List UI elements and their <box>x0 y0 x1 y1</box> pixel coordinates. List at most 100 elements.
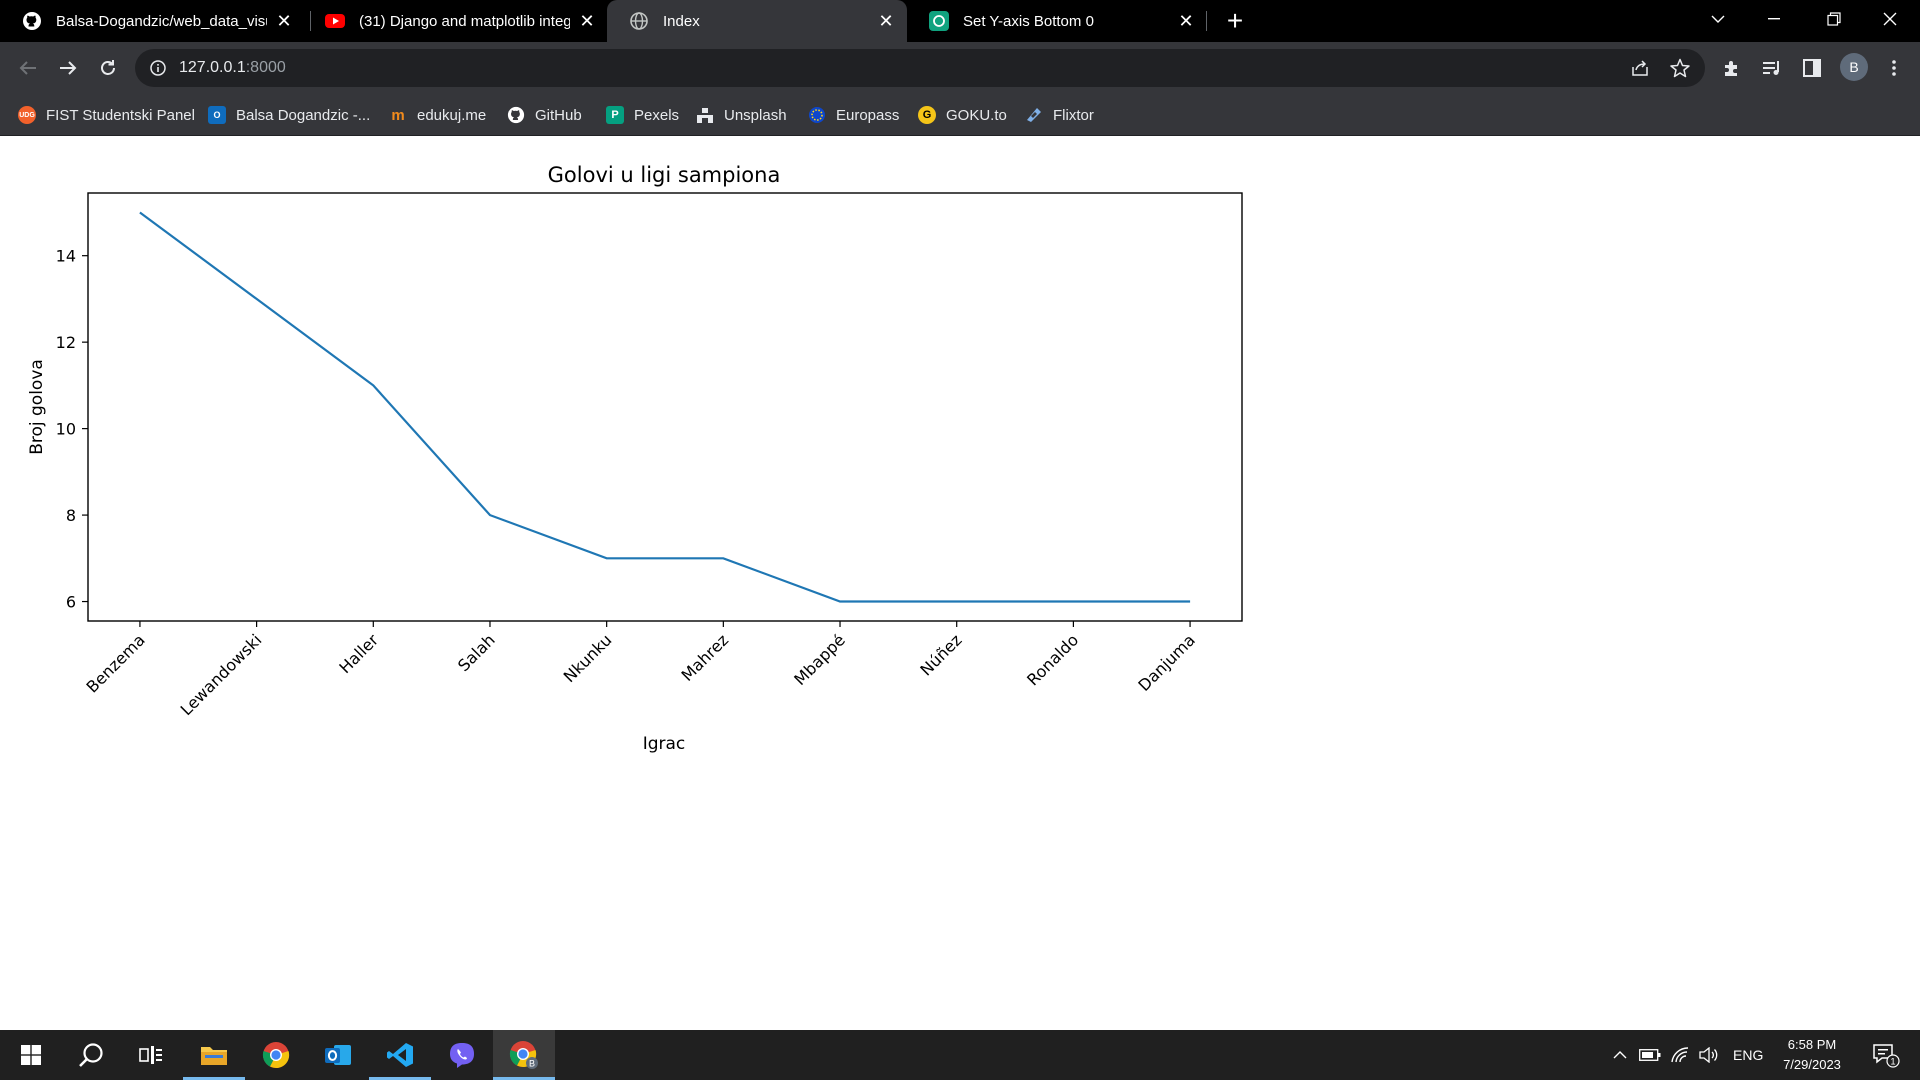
tab-index[interactable]: Index ✕ <box>607 0 907 42</box>
close-window-icon[interactable] <box>1862 0 1918 38</box>
goku-icon: G <box>918 106 936 124</box>
info-icon[interactable] <box>149 59 167 77</box>
url-host: 127.0.0.1 <box>179 59 246 76</box>
new-tab-button[interactable]: + <box>1226 5 1244 36</box>
chrome-icon[interactable] <box>245 1030 307 1080</box>
line-chart: Golovi u ligi sampiona 6 8 10 12 14 Benzema L… <box>27 163 1243 754</box>
bookmark-outlook[interactable]: O Balsa Dogandzic -... <box>208 95 370 135</box>
media-controls-icon[interactable] <box>1756 52 1788 84</box>
bookmark-label: GOKU.to <box>946 106 1007 124</box>
edukuj-icon: m <box>391 106 405 124</box>
tab-title: (31) Django and matplotlib integ <box>359 12 570 30</box>
x-tick-label: Mahrez <box>678 630 733 685</box>
bookmark-pexels[interactable]: P Pexels <box>606 95 679 135</box>
extensions-icon[interactable] <box>1716 52 1748 84</box>
bookmark-flixtor[interactable]: Flixtor <box>1025 95 1094 135</box>
close-icon[interactable]: ✕ <box>1178 10 1194 31</box>
bookmark-edukuj[interactable]: m edukuj.me <box>389 95 486 135</box>
wifi-icon[interactable] <box>1667 1030 1693 1080</box>
clock-time: 6:58 PM <box>1787 1037 1837 1052</box>
url-text: 127.0.0.1:8000 <box>179 59 286 77</box>
notifications-icon[interactable]: 1 <box>1866 1030 1906 1080</box>
x-tick-label: Salah <box>454 630 499 675</box>
flixtor-icon <box>1025 106 1043 124</box>
back-button[interactable] <box>12 52 44 84</box>
pexels-icon: P <box>606 106 624 124</box>
side-panel-icon[interactable] <box>1796 52 1828 84</box>
clock-date: 7/29/2023 <box>1783 1057 1841 1072</box>
github-icon <box>22 11 42 31</box>
bookmarks-bar: UDG FIST Studentski Panel O Balsa Dogand… <box>0 95 1920 136</box>
chrome-profile-icon[interactable]: B <box>493 1030 555 1080</box>
forward-button[interactable] <box>52 52 84 84</box>
y-tick-label: 10 <box>56 420 76 439</box>
share-icon[interactable] <box>1630 58 1650 78</box>
europass-icon <box>808 106 826 124</box>
plot-frame <box>87 192 1243 622</box>
github-icon <box>507 106 525 124</box>
udg-icon: UDG <box>18 106 36 124</box>
chatgpt-icon <box>929 11 949 31</box>
vscode-icon[interactable] <box>369 1030 431 1080</box>
file-explorer-icon[interactable] <box>183 1030 245 1080</box>
tab-youtube[interactable]: (31) Django and matplotlib integ ✕ <box>303 0 608 42</box>
y-axis-label: Broj golova <box>27 359 47 455</box>
tab-separator <box>310 11 311 31</box>
tab-title: Balsa-Dogandzic/web_data_visua <box>56 12 267 30</box>
y-axis-ticks: 6 8 10 12 14 <box>56 247 88 612</box>
y-tick-label: 12 <box>56 333 76 352</box>
address-bar[interactable]: 127.0.0.1:8000 <box>135 49 1705 87</box>
bookmark-fist[interactable]: UDG FIST Studentski Panel <box>18 95 195 135</box>
tab-title: Set Y-axis Bottom 0 <box>963 12 1094 30</box>
x-axis-ticks: Benzema Lewandowski Haller Salah Nkunku Mahre… <box>83 621 1199 719</box>
x-tick-label: Mbappé <box>790 630 849 689</box>
bookmark-label: edukuj.me <box>417 106 487 124</box>
x-tick-label: Benzema <box>83 630 149 696</box>
outlook-icon[interactable] <box>307 1030 369 1080</box>
bookmark-label: Pexels <box>634 106 680 124</box>
battery-icon[interactable] <box>1637 1030 1663 1080</box>
url-port: :8000 <box>245 59 286 76</box>
series-line <box>139 211 1191 603</box>
viber-icon[interactable] <box>431 1030 493 1080</box>
bookmark-goku[interactable]: G GOKU.to <box>918 95 1007 135</box>
tab-chatgpt[interactable]: Set Y-axis Bottom 0 ✕ <box>907 0 1207 42</box>
outlook-icon: O <box>208 106 226 124</box>
close-icon[interactable]: ✕ <box>579 10 595 31</box>
bookmark-label: FIST Studentski Panel <box>46 106 195 124</box>
tab-search-icon[interactable] <box>1690 0 1746 38</box>
bookmark-label: GitHub <box>535 106 582 124</box>
volume-icon[interactable] <box>1695 1030 1723 1080</box>
bookmark-github[interactable]: GitHub <box>507 95 582 135</box>
task-view-icon[interactable] <box>120 1030 182 1080</box>
x-tick-label: Haller <box>335 630 382 677</box>
language-indicator[interactable]: ENG <box>1733 1047 1764 1063</box>
reload-button[interactable] <box>92 52 124 84</box>
tab-strip: Balsa-Dogandzic/web_data_visua ✕ (31) Dj… <box>0 0 1920 42</box>
bookmark-label: Europass <box>836 106 900 124</box>
show-hidden-icons-icon[interactable] <box>1607 1030 1633 1080</box>
close-icon[interactable]: ✕ <box>878 10 894 31</box>
profile-avatar[interactable]: B <box>1840 53 1868 81</box>
page-content: Golovi u ligi sampiona 6 8 10 12 14 Benzema L… <box>0 136 1920 1030</box>
search-icon[interactable] <box>60 1030 122 1080</box>
bookmark-unsplash[interactable]: Unsplash <box>696 95 787 135</box>
menu-kebab-icon[interactable] <box>1878 52 1910 84</box>
minimize-icon[interactable] <box>1746 0 1802 38</box>
youtube-icon <box>325 11 345 31</box>
system-clock[interactable]: 6:58 PM 7/29/2023 <box>1752 1035 1872 1075</box>
y-tick-label: 8 <box>66 506 76 525</box>
x-tick-label: Núñez <box>916 630 965 679</box>
bookmark-europass[interactable]: Europass <box>808 95 899 135</box>
close-icon[interactable]: ✕ <box>276 10 292 31</box>
windows-taskbar: B ENG 6:58 PM 7/29/2023 1 <box>0 1030 1920 1080</box>
unsplash-icon <box>696 106 714 124</box>
start-icon[interactable] <box>0 1030 62 1080</box>
notification-count: 1 <box>1890 1057 1895 1067</box>
restore-icon[interactable] <box>1806 0 1862 38</box>
y-tick-label: 14 <box>56 247 76 266</box>
x-tick-label: Lewandowski <box>177 630 266 719</box>
svg-text:B: B <box>529 1059 535 1069</box>
tab-github[interactable]: Balsa-Dogandzic/web_data_visua ✕ <box>0 0 305 42</box>
bookmark-star-icon[interactable] <box>1670 58 1690 78</box>
